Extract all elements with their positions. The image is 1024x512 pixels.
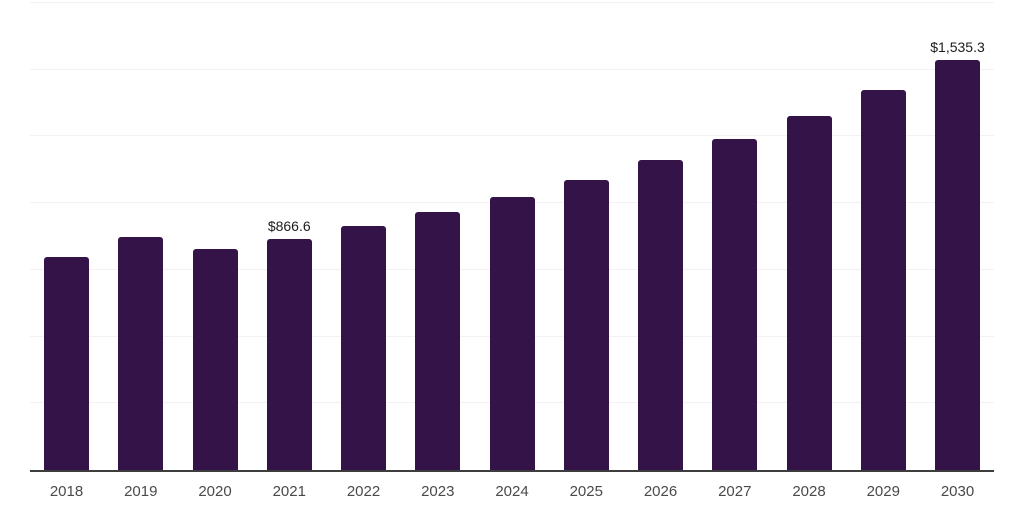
- value-label-2030: $1,535.3: [930, 39, 985, 56]
- x-tick-label-2025: 2025: [569, 483, 603, 500]
- bar-2025: [563, 180, 609, 470]
- x-tick-label-2018: 2018: [49, 483, 84, 500]
- bar-column-2020: [192, 3, 238, 470]
- x-tick-label-2019: 2019: [124, 483, 158, 500]
- bar-column-2024: [489, 3, 535, 470]
- x-tick-label-2029: 2029: [866, 483, 900, 500]
- bar-2022: [341, 225, 386, 470]
- bar-column-2028: [786, 3, 832, 470]
- bar-column-2019: [118, 3, 164, 470]
- bar-2019: [118, 236, 164, 470]
- x-tick-label-2022: 2022: [346, 483, 381, 500]
- gridline-1250: [30, 135, 994, 137]
- value-label-2021: $866.6: [267, 217, 311, 234]
- bar-2024: [489, 197, 535, 470]
- bar-2020: [192, 249, 238, 470]
- bar-2027: [712, 138, 758, 470]
- x-tick-label-2020: 2020: [198, 483, 232, 500]
- x-tick-label-2030: 2030: [940, 483, 975, 500]
- x-tick-label-2027: 2027: [718, 483, 752, 500]
- bar-column-2022: [341, 3, 386, 470]
- bars-row: $866.6 $1,535.3: [30, 3, 994, 470]
- x-tick-label-2023: 2023: [421, 483, 455, 500]
- x-tick-label-2021: 2021: [272, 483, 306, 500]
- bar-column-2029: [860, 3, 906, 470]
- bar-column-2018: [44, 3, 89, 470]
- bar-2028: [786, 115, 832, 470]
- bar-2030: [935, 60, 980, 470]
- plot-area: $866.6 $1,535.3: [30, 2, 994, 472]
- bar-column-2025: [563, 3, 609, 470]
- bar-2021: [266, 238, 312, 470]
- gridline-1500: [30, 68, 994, 70]
- x-tick-label-2026: 2026: [643, 483, 678, 500]
- bar-column-2023: [415, 3, 461, 470]
- x-tick-label-2028: 2028: [792, 483, 826, 500]
- bar-column-2026: [638, 3, 683, 470]
- bar-column-2030: $1,535.3: [930, 3, 985, 470]
- gridline-1750: [30, 2, 994, 3]
- bar-2026: [638, 160, 683, 470]
- x-tick-label-2024: 2024: [495, 483, 529, 500]
- x-axis-labels: 2018 2019 2020 2021 2022 2023 2024 2025 2026 2027…: [30, 483, 994, 500]
- bar-2023: [415, 211, 461, 470]
- bar-2018: [44, 257, 89, 470]
- bar-column-2021: $866.6: [266, 3, 312, 470]
- bar-column-2027: [712, 3, 758, 470]
- bar-2029: [860, 89, 906, 470]
